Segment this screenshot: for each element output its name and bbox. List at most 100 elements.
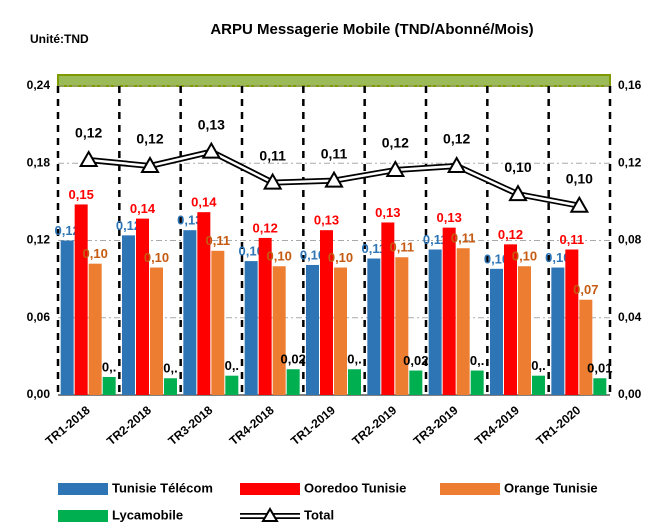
bar [428, 249, 442, 395]
y2-tick-label: 0,00 [618, 387, 642, 401]
data-label: 0,10 [328, 250, 353, 265]
data-label: 0,13 [198, 116, 225, 132]
bar [348, 369, 361, 395]
total-marker [385, 159, 406, 178]
data-label: 0,12 [498, 227, 523, 242]
data-label: 0,10 [545, 250, 570, 265]
bar [367, 258, 381, 395]
legend-label: Total [304, 507, 334, 522]
x-tick-label: TR4-2018 [227, 403, 277, 448]
unit-label: Unité:TND [30, 32, 89, 46]
data-label: 0,10 [239, 244, 264, 259]
bar [579, 299, 593, 395]
total-marker [324, 170, 344, 188]
x-tick-label: TR1-2019 [288, 403, 338, 448]
total-marker [446, 155, 467, 173]
bar [122, 235, 135, 395]
bar [102, 376, 116, 395]
bar [518, 266, 531, 395]
bar [532, 375, 545, 395]
bar [306, 264, 319, 395]
data-label: 0,10 [300, 247, 325, 262]
data-label: 0,12 [136, 131, 163, 147]
bar [60, 240, 74, 395]
data-label: 0,10 [566, 170, 593, 186]
legend-swatch [58, 510, 108, 522]
data-label: 0,11 [390, 240, 415, 255]
total-marker [201, 141, 222, 159]
data-label: 0,11 [423, 232, 448, 247]
bar [197, 212, 211, 395]
data-label: 0,13 [314, 213, 339, 228]
y-tick-label: 0,18 [27, 155, 51, 169]
data-label: 0,07 [573, 282, 598, 297]
data-label: 0,12 [382, 135, 409, 151]
data-label: 0,. [531, 358, 545, 373]
data-label: 0,. [225, 358, 239, 373]
bar [551, 267, 565, 395]
data-label: 0,10 [144, 250, 169, 265]
total-marker [508, 184, 528, 202]
data-label: 0,. [470, 353, 484, 368]
data-label: 0,11 [560, 232, 585, 247]
bar [334, 267, 347, 395]
y2-tick-label: 0,04 [618, 310, 642, 324]
bar [211, 250, 225, 395]
x-tick-label: TR3-2019 [411, 403, 461, 448]
total-marker [78, 149, 99, 167]
bar [150, 267, 163, 395]
data-label: 0,13 [177, 213, 202, 228]
top-band [57, 74, 611, 87]
legend-swatch [440, 483, 500, 495]
data-label: 0,12 [75, 125, 102, 141]
legend-label: Tunisie Télécom [112, 480, 213, 495]
bar [88, 263, 102, 395]
y-tick-label: 0,00 [27, 387, 51, 401]
bar [409, 370, 423, 395]
data-label: 0,10 [484, 251, 509, 266]
data-label: 0,. [347, 352, 361, 367]
bar [244, 261, 258, 395]
data-label: 0,13 [437, 210, 462, 225]
data-label: 0,10 [267, 249, 292, 264]
y2-tick-label: 0,08 [618, 233, 642, 247]
data-label: 0,12 [443, 131, 470, 147]
data-label: 0,11 [362, 241, 387, 256]
data-label: 0,02 [403, 353, 428, 368]
x-tick-label: TR3-2018 [165, 403, 215, 448]
data-label: 0,10 [512, 249, 537, 264]
legend-label: Lycamobile [112, 507, 183, 522]
data-label: 0,12 [116, 218, 141, 233]
x-tick-label: TR1-2018 [43, 403, 93, 448]
bar [470, 370, 484, 395]
data-label: 0,13 [375, 205, 400, 220]
y-tick-label: 0,24 [27, 78, 51, 92]
x-tick-label: TR2-2018 [104, 403, 154, 448]
x-tick-label: TR2-2019 [349, 403, 399, 448]
data-label: 0,01 [587, 361, 612, 376]
bar [225, 375, 239, 395]
bar [74, 204, 88, 395]
x-tick-label: TR4-2019 [472, 403, 522, 448]
y2-tick-label: 0,12 [618, 155, 642, 169]
bar [381, 222, 395, 395]
total-marker [140, 155, 160, 173]
data-label: 0,12 [55, 223, 80, 238]
bar [320, 230, 333, 395]
y-tick-label: 0,06 [27, 310, 51, 324]
chart-title: ARPU Messagerie Mobile (TND/Abonné/Mois) [210, 21, 533, 38]
bar [565, 249, 579, 395]
total-marker [569, 195, 590, 213]
total-marker [262, 172, 283, 190]
data-label: 0,02 [281, 352, 306, 367]
data-label: 0,. [163, 361, 177, 376]
y-tick-label: 0,12 [27, 233, 51, 247]
bar [258, 237, 272, 395]
bar [136, 218, 149, 395]
data-label: 0,11 [321, 145, 348, 161]
bar [442, 227, 456, 395]
bar [183, 230, 197, 395]
data-label: 0,15 [69, 187, 94, 202]
y2-tick-label: 0,16 [618, 78, 642, 92]
